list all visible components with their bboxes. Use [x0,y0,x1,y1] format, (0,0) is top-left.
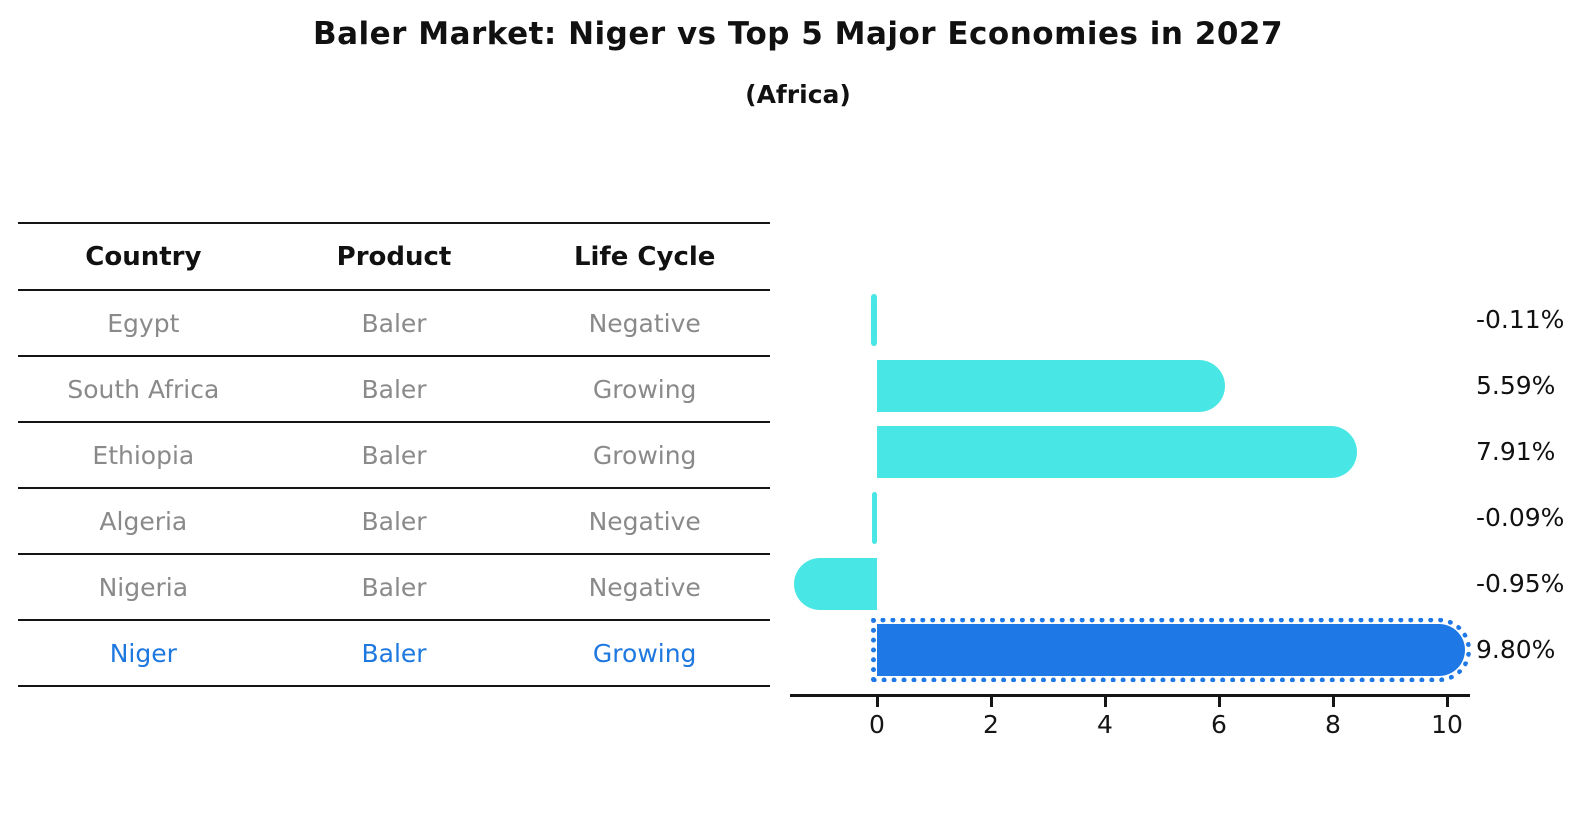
table-row: Ethiopia Baler Growing [18,423,770,489]
table-cell-life-cycle: Negative [588,308,701,338]
bar-nigeria [794,558,877,610]
table-cell-life-cycle: Growing [592,374,697,404]
bar-value-label: -0.11% [1476,305,1565,334]
x-axis [790,694,1470,697]
table-cell-country: Nigeria [98,572,189,602]
x-axis-tick-label: 4 [1097,710,1113,739]
bar-value-label: 5.59% [1476,371,1556,400]
table-cell-life-cycle: Negative [588,572,701,602]
x-axis-tick-label: 10 [1431,710,1463,739]
table-row: Niger Baler Growing [18,621,770,687]
x-axis-tick-label: 2 [983,710,999,739]
bar-niger [871,618,1471,682]
bar-value-label: -0.95% [1476,569,1565,598]
x-axis-tick [1446,697,1449,707]
table-header-row: Country Product Life Cycle [18,224,770,291]
x-axis-tick-label: 6 [1211,710,1227,739]
x-axis-tick [1104,697,1107,707]
bar-ethiopia [877,426,1357,478]
table-row: Algeria Baler Negative [18,489,770,555]
table-row: South Africa Baler Growing [18,357,770,423]
table-header-country: Country [85,241,202,272]
table-cell-country: Egypt [107,308,180,338]
table-cell-life-cycle: Growing [592,440,697,470]
table-row: Egypt Baler Negative [18,291,770,357]
table-header-life-cycle: Life Cycle [573,241,716,272]
table-cell-product: Baler [361,308,427,338]
bar-value-label: 9.80% [1476,635,1556,664]
table-cell-country: South Africa [67,374,220,404]
table-cell-life-cycle: Negative [588,506,701,536]
table-header-product: Product [336,241,452,272]
x-axis-tick [876,697,879,707]
table-cell-product: Baler [361,572,427,602]
bar-value-label: 7.91% [1476,437,1556,466]
table-cell-product: Baler [361,638,427,668]
table-cell-product: Baler [361,440,427,470]
table-cell-life-cycle: Growing [592,638,697,668]
table-cell-country: Algeria [99,506,188,536]
bar-egypt [871,294,877,346]
bar-algeria [872,492,877,544]
x-axis-tick [1332,697,1335,707]
x-axis-tick-label: 8 [1325,710,1341,739]
table-row: Nigeria Baler Negative [18,555,770,621]
bar-south-africa [877,360,1225,412]
country-table: Country Product Life Cycle Egypt Baler Neg… [18,222,770,687]
page-title: Baler Market: Niger vs Top 5 Major Econo… [312,16,1284,52]
table-cell-product: Baler [361,506,427,536]
page-subtitle: (Africa) [745,80,851,109]
bar-value-label: -0.09% [1476,503,1565,532]
table-cell-country: Niger [109,638,177,668]
table-cell-product: Baler [361,374,427,404]
x-axis-tick [1218,697,1221,707]
x-axis-tick-label: 0 [869,710,885,739]
x-axis-tick [990,697,993,707]
table-cell-country: Ethiopia [92,440,195,470]
